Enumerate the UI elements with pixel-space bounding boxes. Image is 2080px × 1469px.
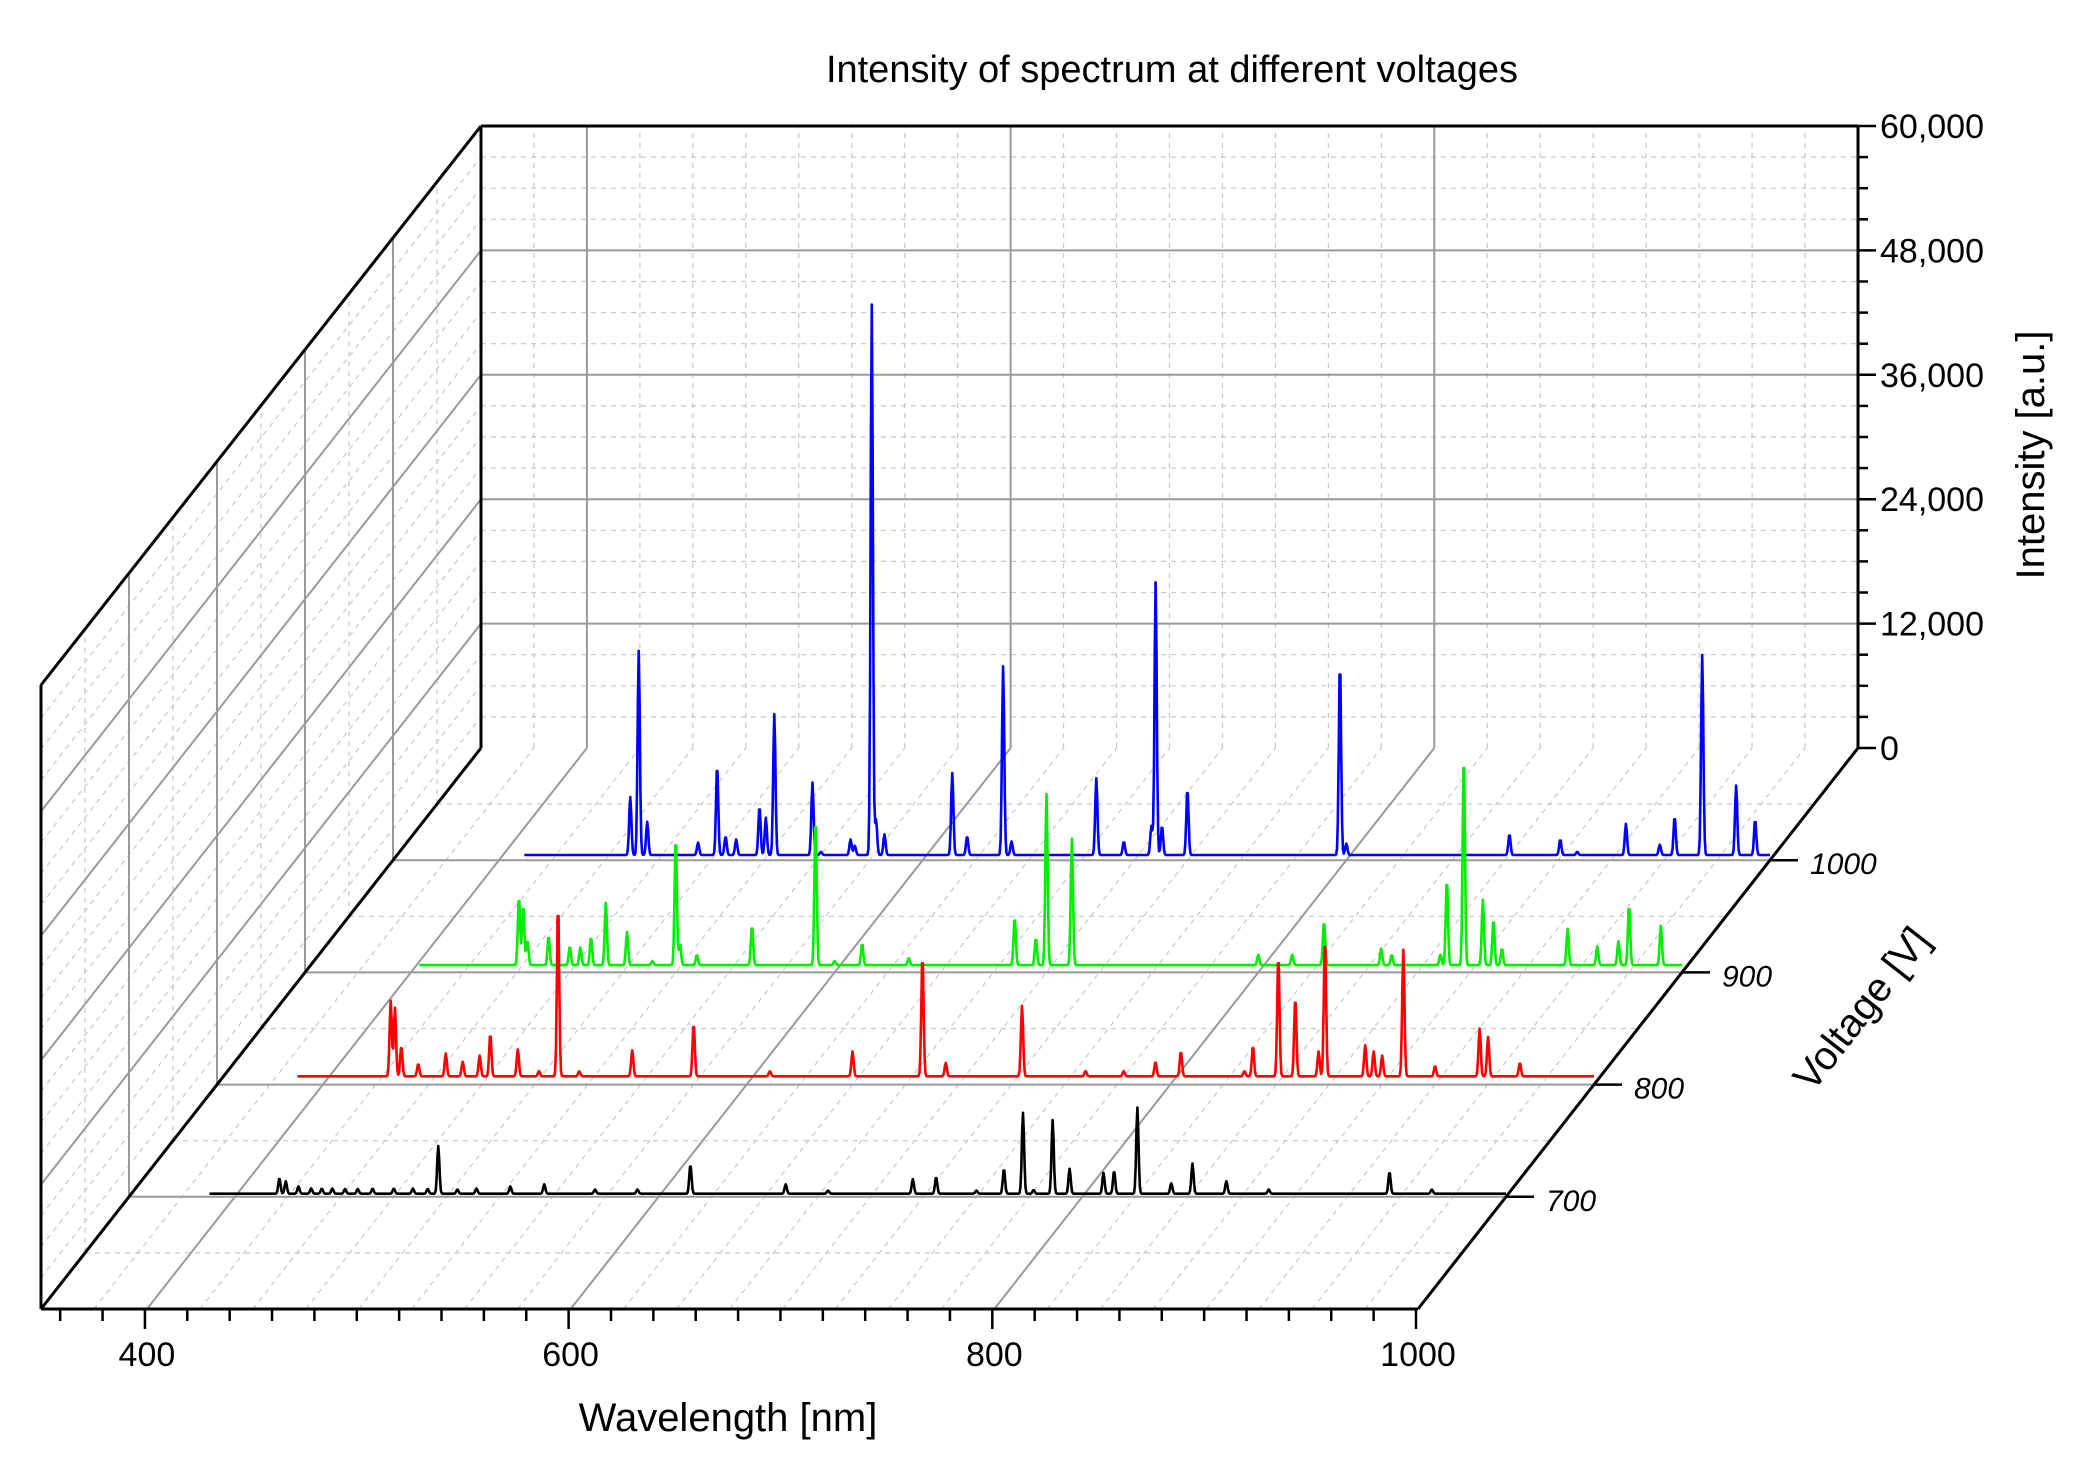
grid-minor-line bbox=[93, 747, 535, 1310]
bottom-left-diagonal bbox=[39, 747, 483, 1310]
grid-minor-line bbox=[40, 685, 482, 1248]
z-axis-label: Intensity [a.u.] bbox=[2009, 330, 2053, 579]
z-tick-label: 48,000 bbox=[1880, 232, 1984, 270]
grid-minor-line bbox=[834, 747, 1276, 1310]
series-line-1000v bbox=[523, 303, 1771, 857]
grid-major-line bbox=[569, 747, 1012, 1310]
z-tick-label: 60,000 bbox=[1880, 108, 1984, 146]
z-tick-label: 24,000 bbox=[1880, 481, 1984, 519]
grid-minor-line bbox=[887, 747, 1329, 1310]
grid-minor-line bbox=[40, 436, 482, 999]
series-line-900v bbox=[418, 766, 1683, 967]
grid-side-wall bbox=[40, 156, 482, 1279]
intensity-axis: 0 12,000 24,000 36,000 48,000 60,000 Intensit… bbox=[1856, 108, 2053, 768]
grid-minor-line bbox=[1258, 747, 1700, 1310]
grid-major-line bbox=[40, 249, 482, 813]
y-tick-label: 900 bbox=[1722, 960, 1772, 993]
grid-major-line bbox=[993, 747, 1436, 1310]
grid-minor-line bbox=[40, 312, 482, 874]
chart-title: Intensity of spectrum at different volta… bbox=[826, 49, 1518, 91]
grid-minor-line bbox=[199, 747, 641, 1310]
grid-minor-line bbox=[40, 405, 482, 968]
x-tick-label: 600 bbox=[542, 1336, 599, 1374]
grid-minor-line bbox=[40, 561, 482, 1123]
grid-minor-line bbox=[40, 187, 482, 750]
grid-minor-line bbox=[40, 218, 482, 781]
z-tick-label: 0 bbox=[1880, 730, 1899, 768]
grid-minor-line bbox=[40, 529, 482, 1092]
grid-minor-line bbox=[40, 343, 482, 906]
grid-minor-line bbox=[40, 654, 482, 1217]
series-line-700v bbox=[209, 1106, 1507, 1195]
grid-minor-line bbox=[40, 716, 482, 1279]
x-tick-label: 1000 bbox=[1380, 1336, 1456, 1374]
y-tick-label: 800 bbox=[1634, 1073, 1684, 1106]
voltage-axis-line bbox=[1416, 747, 1860, 1310]
grid-minor-line bbox=[252, 747, 694, 1310]
top-left-diagonal bbox=[39, 125, 483, 686]
grid-minor-line bbox=[464, 747, 906, 1310]
grid-minor-line bbox=[676, 747, 1118, 1310]
voltage-axis: 700 800 900 1000 Voltage [V] bbox=[1506, 848, 1939, 1218]
z-tick-label: 12,000 bbox=[1880, 606, 1984, 644]
grid-minor-line bbox=[1311, 747, 1753, 1310]
grid-minor-line bbox=[411, 747, 853, 1310]
grid-major-line bbox=[40, 498, 482, 1061]
grid-minor-line bbox=[1152, 747, 1594, 1310]
x-tick-label: 400 bbox=[119, 1336, 176, 1374]
grid-minor-line bbox=[623, 747, 1065, 1310]
grid-minor-line bbox=[40, 467, 482, 1030]
grid-minor-line bbox=[1099, 747, 1541, 1310]
grid-minor-line bbox=[40, 592, 482, 1154]
grid-major-line bbox=[40, 374, 482, 937]
series-line-800v bbox=[297, 914, 1595, 1078]
y-axis-label: Voltage [V] bbox=[1785, 919, 1939, 1099]
wavelength-axis: 400 600 800 1000 Wavelength [nm] bbox=[58, 1309, 1456, 1440]
x-axis-label: Wavelength [nm] bbox=[579, 1396, 878, 1440]
grid-major-line bbox=[146, 747, 588, 1310]
z-tick-label: 36,000 bbox=[1880, 357, 1984, 395]
grid-minor-line bbox=[40, 281, 482, 843]
grid-minor-line bbox=[1205, 747, 1647, 1310]
y-tick-label: 1000 bbox=[1810, 848, 1877, 881]
grid-minor-line bbox=[1364, 747, 1806, 1310]
spectrum-series bbox=[209, 303, 1771, 1195]
grid-minor-line bbox=[1046, 747, 1488, 1310]
grid-minor-line bbox=[729, 747, 1170, 1310]
y-tick-label: 700 bbox=[1546, 1185, 1596, 1218]
grid-minor-line bbox=[305, 747, 747, 1310]
grid-major-line bbox=[40, 622, 482, 1186]
grid-minor-line bbox=[940, 747, 1382, 1310]
grid-minor-line bbox=[40, 156, 482, 719]
grid-back-wall bbox=[481, 126, 1858, 748]
x-tick-label: 800 bbox=[966, 1336, 1023, 1374]
